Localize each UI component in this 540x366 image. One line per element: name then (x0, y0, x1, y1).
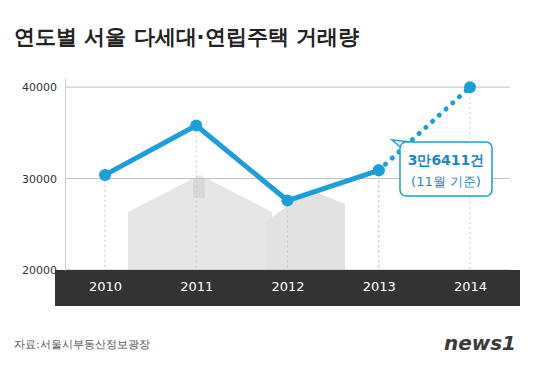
point-marker (282, 195, 294, 207)
drop-line (287, 201, 288, 270)
annotation: 3만6411건 (11월 기준) (392, 140, 492, 196)
drop-line (196, 126, 197, 270)
annotation-box (400, 142, 492, 196)
decoration (128, 175, 345, 270)
x-tick: 2013 (363, 270, 396, 294)
logo: news1 (444, 331, 516, 355)
line-series (105, 126, 379, 201)
x-axis: 2010 2011 2012 2013 2014 (89, 270, 487, 294)
point-marker (190, 120, 202, 132)
chimney-shape (193, 178, 205, 198)
y-tick: 30000 (22, 173, 65, 186)
x-tick-label: 2013 (363, 279, 396, 294)
x-axis-line (106, 270, 471, 271)
y-tick-label: 40000 (22, 81, 57, 94)
drop-line (378, 170, 379, 270)
annotation-text: (11월 기준) (411, 174, 481, 189)
y-tick-label: 30000 (22, 173, 57, 186)
drop-line (105, 175, 106, 270)
house-shape (128, 175, 272, 270)
x-tick: 2012 (271, 270, 304, 294)
x-tick: 2011 (180, 270, 213, 294)
x-tick: 2014 (454, 270, 487, 294)
point-marker (464, 81, 476, 93)
source: 자료:서울시부동산정보광장 (14, 338, 150, 351)
x-tick-label: 2014 (454, 279, 487, 294)
x-axis-band (55, 270, 520, 306)
annotation-text: 3만6411건 (408, 152, 485, 168)
grid (65, 87, 510, 270)
x-tick-label: 2010 (89, 279, 122, 294)
point-marker (99, 169, 111, 181)
chart: 연도별 서울 다세대·연립주택 거래량200003000040000201020… (0, 0, 540, 366)
y-axis: 20000 30000 40000 (22, 79, 66, 278)
title: 연도별 서울 다세대·연립주택 거래량 (14, 25, 359, 49)
x-tick: 2010 (89, 270, 122, 294)
drop-line (378, 170, 379, 270)
y-axis-line (65, 79, 66, 271)
grid-line (65, 87, 510, 88)
x-tick-label: 2011 (180, 279, 213, 294)
point-marker (373, 164, 385, 176)
y-tick-label: 20000 (22, 264, 57, 277)
y-tick: 40000 (22, 81, 65, 94)
point-marker (373, 164, 385, 176)
building-shape (265, 190, 345, 270)
y-tick: 20000 (22, 264, 65, 277)
x-tick-label: 2012 (271, 279, 304, 294)
